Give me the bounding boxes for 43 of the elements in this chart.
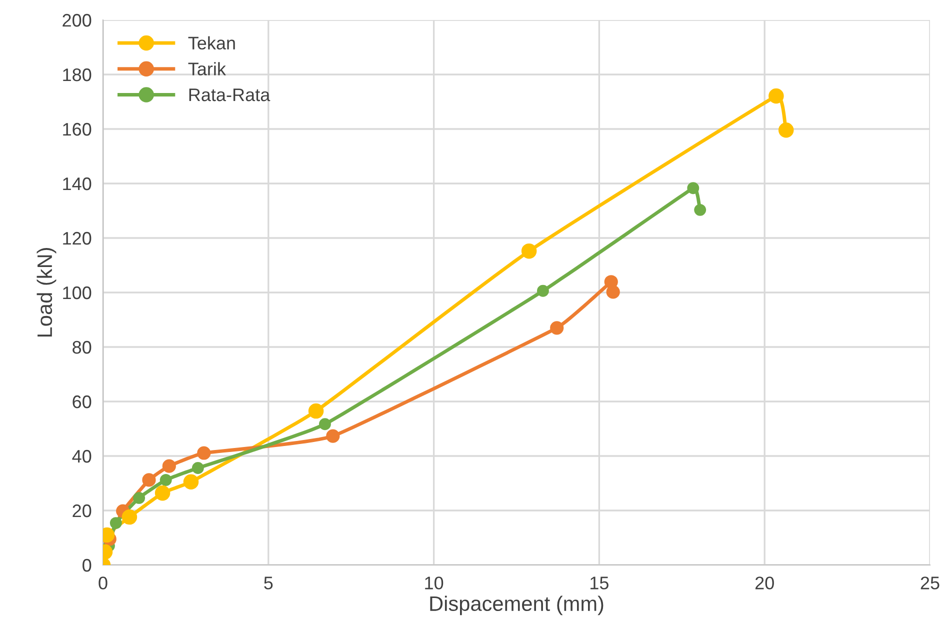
y-tick-label: 60: [72, 395, 92, 408]
point: [318, 418, 331, 430]
legend-label: Tarik: [188, 62, 226, 76]
point: [768, 88, 784, 104]
y-tick-label: 20: [72, 504, 92, 518]
point: [162, 459, 176, 473]
x-tick-label: 10: [425, 576, 444, 590]
x-tick-label: 15: [590, 576, 608, 590]
point: [606, 285, 620, 299]
point: [110, 517, 122, 530]
y-tick-label: 100: [63, 286, 92, 300]
point: [154, 485, 170, 501]
legend-label: Tekan: [188, 36, 235, 50]
point: [521, 243, 537, 259]
y-tick-label: 0: [82, 558, 92, 572]
x-tick-label: 25: [920, 576, 940, 590]
point: [183, 474, 199, 490]
point: [687, 182, 700, 194]
point: [308, 403, 324, 419]
point: [122, 509, 138, 525]
point: [326, 429, 340, 443]
y-tick-label: 160: [63, 122, 92, 136]
point: [133, 492, 146, 504]
y-tick-label: 40: [72, 450, 92, 463]
point: [160, 474, 172, 486]
point: [778, 122, 794, 138]
point: [142, 473, 156, 487]
point: [694, 204, 706, 216]
x-tick-label: 20: [755, 576, 774, 590]
point: [192, 462, 204, 474]
y-tick-label: 140: [63, 177, 92, 190]
point: [197, 446, 211, 460]
y-tick-label: 180: [63, 68, 92, 82]
y-tick-label: 200: [62, 14, 92, 27]
point: [536, 284, 549, 297]
x-tick-label: 5: [264, 576, 273, 590]
y-tick-label: 120: [63, 232, 92, 245]
x-axis-title: Dispacement (mm): [430, 596, 604, 616]
legend-label: Rata-Rata: [189, 88, 270, 102]
y-tick-label: 80: [72, 340, 92, 354]
y-axis-title: Load (kN): [36, 248, 56, 337]
point: [550, 321, 564, 335]
x-tick-label: 0: [98, 576, 108, 590]
